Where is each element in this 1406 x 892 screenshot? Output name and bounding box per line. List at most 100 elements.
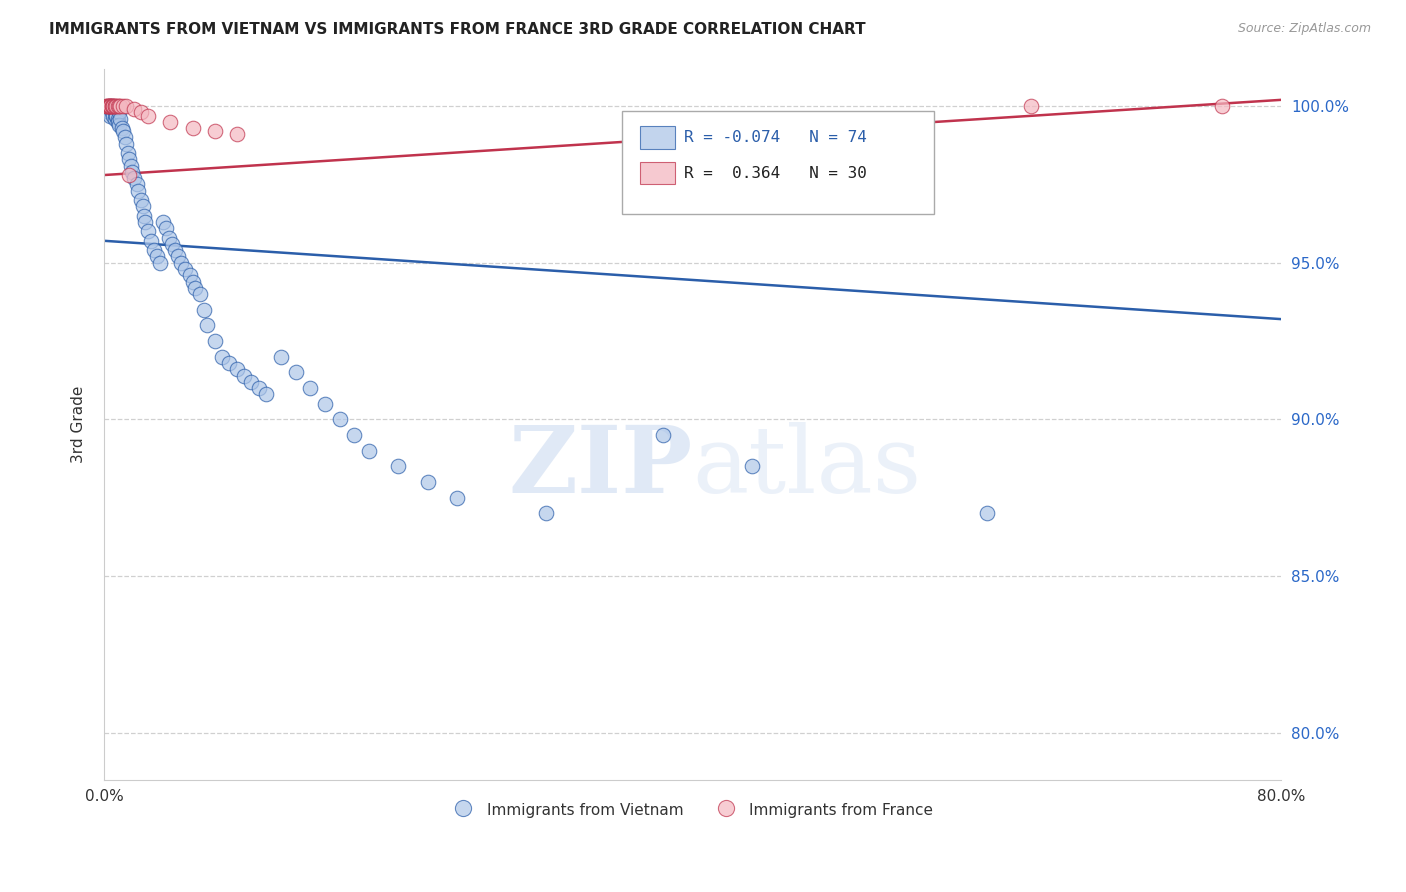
- Point: [129, 193, 152, 207]
- Point: [97, 99, 120, 113]
- Bar: [640, 161, 675, 185]
- Point: [108, 105, 131, 120]
- Point: [179, 268, 201, 283]
- Point: [204, 334, 226, 348]
- Point: [157, 230, 180, 244]
- Point: [211, 350, 233, 364]
- Point: [108, 99, 131, 113]
- Point: [270, 350, 292, 364]
- FancyBboxPatch shape: [621, 112, 934, 214]
- Point: [129, 105, 152, 120]
- Point: [149, 256, 172, 270]
- Point: [131, 199, 153, 213]
- Point: [107, 115, 129, 129]
- Point: [98, 99, 121, 113]
- Point: [163, 244, 186, 258]
- Point: [387, 459, 409, 474]
- Point: [101, 99, 124, 113]
- Point: [115, 99, 138, 113]
- Point: [193, 302, 215, 317]
- Text: R = -0.074   N = 74: R = -0.074 N = 74: [685, 130, 868, 145]
- Point: [108, 118, 131, 132]
- Point: [98, 99, 121, 113]
- Point: [97, 105, 120, 120]
- Point: [152, 215, 174, 229]
- Point: [225, 362, 247, 376]
- Point: [101, 108, 124, 122]
- Point: [98, 99, 121, 113]
- Point: [240, 375, 263, 389]
- Text: R =  0.364   N = 30: R = 0.364 N = 30: [685, 166, 868, 180]
- Point: [97, 99, 120, 113]
- Point: [118, 168, 141, 182]
- Point: [534, 506, 557, 520]
- Point: [160, 236, 183, 251]
- Point: [105, 108, 128, 122]
- Legend: Immigrants from Vietnam, Immigrants from France: Immigrants from Vietnam, Immigrants from…: [446, 795, 939, 825]
- Point: [188, 287, 211, 301]
- Point: [181, 121, 204, 136]
- Text: ZIP: ZIP: [509, 422, 693, 512]
- Point: [98, 108, 121, 122]
- Point: [104, 105, 127, 120]
- Point: [107, 99, 129, 113]
- Point: [96, 102, 118, 116]
- Point: [101, 102, 124, 116]
- Point: [125, 178, 148, 192]
- Point: [359, 443, 381, 458]
- Point: [101, 99, 124, 113]
- Point: [195, 318, 218, 333]
- Point: [114, 130, 136, 145]
- Point: [98, 102, 121, 116]
- Point: [115, 136, 138, 151]
- Point: [174, 262, 197, 277]
- Point: [134, 215, 156, 229]
- Point: [329, 412, 352, 426]
- Text: Source: ZipAtlas.com: Source: ZipAtlas.com: [1237, 22, 1371, 36]
- Point: [104, 112, 127, 126]
- Point: [254, 387, 277, 401]
- Text: IMMIGRANTS FROM VIETNAM VS IMMIGRANTS FROM FRANCE 3RD GRADE CORRELATION CHART: IMMIGRANTS FROM VIETNAM VS IMMIGRANTS FR…: [49, 22, 866, 37]
- Point: [118, 153, 141, 167]
- Point: [343, 428, 366, 442]
- Point: [104, 99, 127, 113]
- Point: [416, 475, 439, 489]
- Point: [314, 397, 336, 411]
- Point: [96, 99, 118, 113]
- Point: [121, 165, 143, 179]
- Point: [100, 105, 122, 120]
- Point: [138, 108, 160, 122]
- Point: [446, 491, 468, 505]
- Point: [159, 115, 181, 129]
- Point: [105, 99, 128, 113]
- Point: [122, 102, 145, 116]
- Point: [100, 99, 122, 113]
- Point: [181, 275, 204, 289]
- Point: [976, 506, 998, 520]
- Point: [1019, 99, 1042, 113]
- Point: [141, 234, 163, 248]
- Point: [97, 99, 120, 113]
- Point: [112, 124, 135, 138]
- Point: [100, 99, 122, 113]
- Point: [110, 99, 132, 113]
- Point: [146, 250, 169, 264]
- Point: [170, 256, 193, 270]
- Point: [105, 108, 128, 122]
- Point: [299, 381, 322, 395]
- Y-axis label: 3rd Grade: 3rd Grade: [72, 385, 86, 463]
- Bar: [640, 126, 675, 149]
- Point: [1211, 99, 1233, 113]
- Point: [652, 428, 675, 442]
- Point: [127, 184, 149, 198]
- Point: [112, 99, 135, 113]
- Point: [143, 244, 166, 258]
- Point: [284, 365, 307, 379]
- Point: [138, 224, 160, 238]
- Point: [155, 221, 177, 235]
- Text: atlas: atlas: [693, 422, 922, 512]
- Point: [96, 99, 118, 113]
- Point: [104, 99, 127, 113]
- Point: [166, 250, 188, 264]
- Point: [741, 459, 763, 474]
